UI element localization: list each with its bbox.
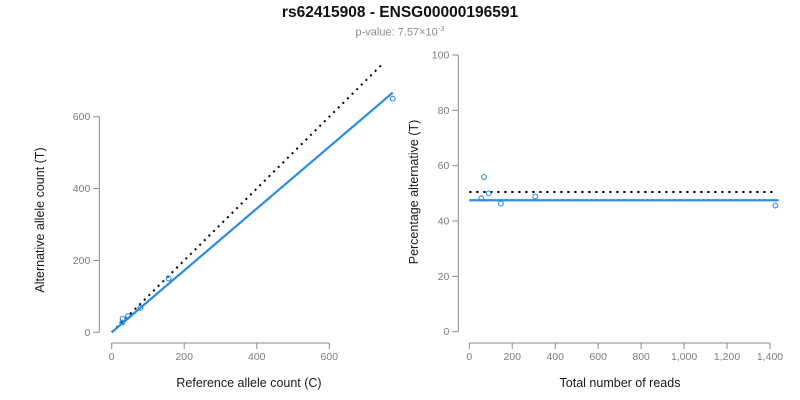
allele-counts-panel-y-tick-label: 600 <box>73 111 91 123</box>
percentage-vs-reads-panel-data-point <box>772 202 779 209</box>
percentage-vs-reads-panel-y-tick-label: 20 <box>438 271 450 283</box>
allele-counts-panel-data-point <box>165 275 172 282</box>
allele-counts-panel-data-point <box>119 319 126 326</box>
percentage-vs-reads-panel-y-tick-label: 60 <box>438 160 450 172</box>
percentage-vs-reads-panel-x-tick-label: 1,000 <box>671 351 697 363</box>
figure-subtitle: p-value: 7.57×10-3 <box>0 24 800 39</box>
allele-counts-panel-data-point <box>389 95 396 102</box>
percentage-vs-reads-panel-x-tick-label: 200 <box>503 351 521 363</box>
percentage-vs-reads-panel-y-tick-label: 100 <box>432 50 450 62</box>
percentage-vs-reads-panel-data-point <box>497 200 504 207</box>
allele-counts-panel-data-point <box>137 304 144 311</box>
percentage-vs-reads-panel-x-tick-label: 1,400 <box>757 351 783 363</box>
allele-counts-panel-data-point <box>119 315 126 322</box>
allele-counts-panel-y-tick-label: 400 <box>73 183 91 195</box>
allele-counts-panel-y-tick-label: 200 <box>73 255 91 267</box>
allele-counts-panel-x-axis-title: Reference allele count (C) <box>176 376 321 390</box>
pvalue-exponent: -3 <box>437 24 445 33</box>
percentage-vs-reads-panel-x-tick-label: 1,200 <box>714 351 740 363</box>
percentage-vs-reads-panel-x-tick-label: 0 <box>466 351 472 363</box>
allele-counts-panel-x-tick-label: 0 <box>109 351 115 363</box>
percentage-vs-reads-panel-y-tick-label: 0 <box>443 326 449 338</box>
allele-counts-panel-y-tick-label: 0 <box>84 327 90 339</box>
percentage-vs-reads-panel-data-point <box>532 193 539 200</box>
pvalue-prefix: p-value: <box>355 26 398 39</box>
allele-counts-panel-identity-line <box>110 62 385 334</box>
figure-title: rs62415908 - ENSG00000196591 <box>281 4 519 21</box>
percentage-vs-reads-panel-x-tick-label: 400 <box>546 351 564 363</box>
percentage-vs-reads-panel-x-axis-title: Total number of reads <box>560 376 681 390</box>
allele-counts-panel-data-point <box>125 313 131 320</box>
allele-counts-panel-y-axis-title: Alternative allele count (T) <box>33 147 47 292</box>
percentage-vs-reads-panel-data-point <box>480 174 487 180</box>
percentage-vs-reads-panel-y-axis-title: Percentage alternative (T) <box>407 120 421 265</box>
allele-counts-panel-fit-line <box>110 91 394 334</box>
percentage-vs-reads-panel-data-point <box>478 195 485 202</box>
pvalue-mantissa: 7.57×10 <box>397 26 438 39</box>
percentage-vs-reads-panel-y-tick-label: 80 <box>438 105 450 117</box>
percentage-vs-reads-panel-x-tick-label: 800 <box>632 351 650 363</box>
percentage-vs-reads-panel-y-tick-label: 40 <box>438 216 450 228</box>
percentage-vs-reads-panel-x-tick-label: 600 <box>589 351 607 363</box>
percentage-vs-reads-panel-data-point <box>485 190 492 197</box>
allele-counts-panel-x-tick-label: 600 <box>321 351 339 363</box>
allele-counts-panel-x-tick-label: 400 <box>248 351 266 363</box>
allele-counts-panel-x-tick-label: 200 <box>175 351 193 363</box>
